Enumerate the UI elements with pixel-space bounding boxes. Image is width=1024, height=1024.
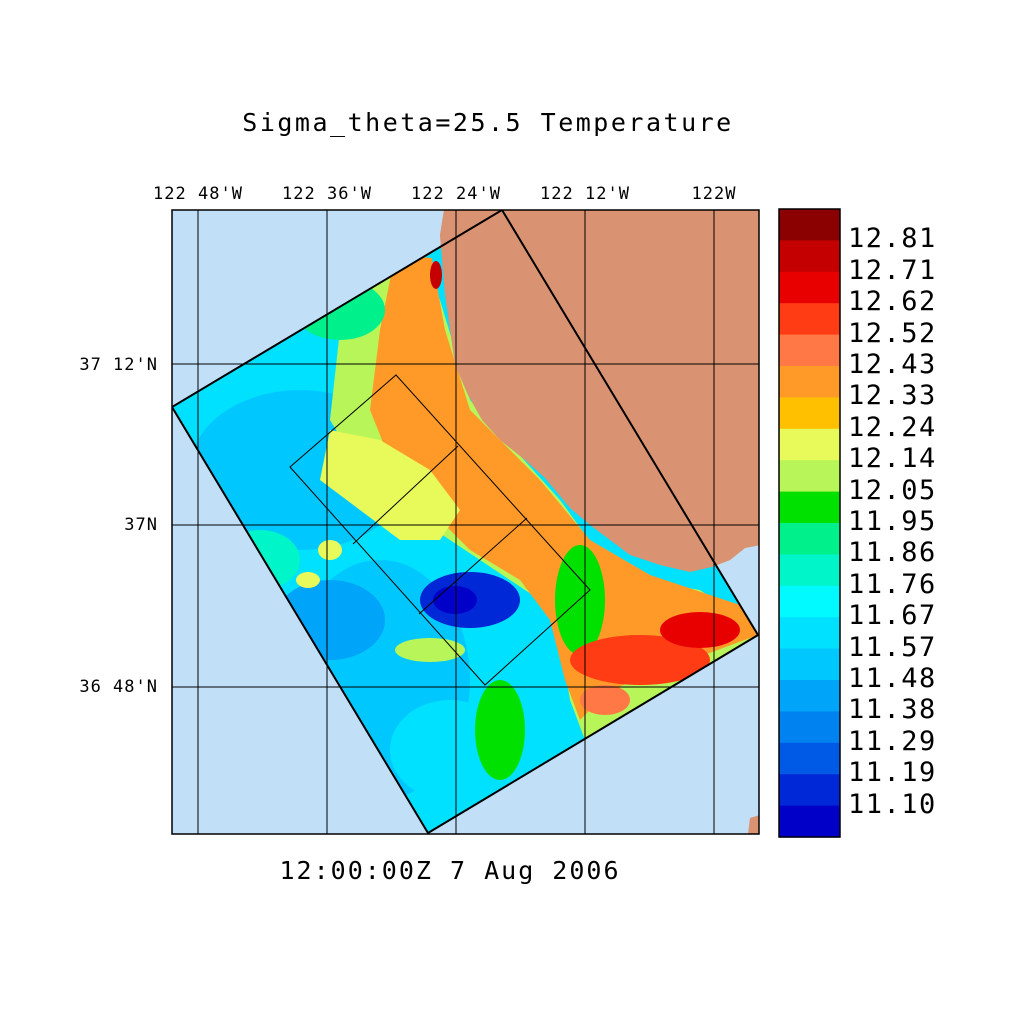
- inner-domain-outline: [289, 374, 591, 686]
- timestamp: 12:00:00Z 7 Aug 2006: [279, 856, 621, 885]
- colorbar-label: 11.10: [848, 788, 937, 820]
- colorbar-label: 12.71: [848, 254, 937, 286]
- longitude-label: 122 36'W: [282, 184, 372, 204]
- colorbar-swatch: [779, 617, 840, 650]
- colorbar-swatch: [779, 271, 840, 304]
- latitude-label: 36 48'N: [79, 677, 158, 697]
- colorbar-label: 12.14: [848, 443, 937, 475]
- colorbar-label: 11.48: [848, 663, 937, 694]
- colorbar-label: 12.52: [848, 317, 937, 349]
- colorbar-swatch: [779, 680, 840, 712]
- inner-domain-divider: [352, 445, 459, 545]
- colorbar-label: 11.19: [848, 757, 937, 789]
- colorbar-label: 12.33: [848, 380, 937, 412]
- plot-title: Sigma_theta=25.5 Temperature: [242, 108, 734, 137]
- colorbar-swatch: [779, 491, 840, 524]
- longitude-label: 122 48'W: [153, 184, 243, 204]
- colorbar-label: 11.57: [848, 631, 937, 663]
- colorbar-swatch: [779, 209, 840, 241]
- colorbar-swatch: [779, 711, 840, 744]
- colorbar-swatch: [779, 774, 840, 807]
- colorbar-swatch: [779, 460, 840, 493]
- longitude-label: 122 24'W: [411, 184, 501, 204]
- inner-domain-box: [289, 374, 591, 686]
- colorbar-label: 12.62: [848, 286, 937, 318]
- model-domain-outline: [172, 210, 759, 834]
- colorbar-label: 12.05: [848, 474, 937, 506]
- coastline: [440, 210, 759, 572]
- colorbar-label: 11.86: [848, 537, 937, 569]
- colorbar-swatch: [779, 554, 840, 587]
- inner-domain-divider: [418, 517, 528, 615]
- colorbar-swatch: [779, 303, 840, 336]
- colorbar-swatch: [779, 334, 840, 367]
- colorbar-swatch: [779, 805, 840, 838]
- land-mass: [748, 815, 759, 834]
- colorbar-label: 12.81: [848, 223, 937, 255]
- latitude-label: 37N: [124, 515, 158, 535]
- colorbar-label: 11.38: [848, 694, 937, 726]
- colorbar-label: 11.76: [848, 568, 937, 600]
- colorbar-swatch: [779, 585, 840, 618]
- colorbar-swatch: [779, 742, 840, 775]
- latitude-label: 37 12'N: [79, 355, 158, 375]
- colorbar-label: 11.95: [848, 506, 937, 537]
- colorbar-frame: [778, 208, 841, 838]
- colorbar-swatch: [779, 523, 840, 555]
- colorbar-swatch: [779, 240, 840, 273]
- colorbar-label: 12.24: [848, 411, 937, 443]
- colorbar: [778, 208, 841, 838]
- colorbar-label: 11.67: [848, 600, 937, 632]
- colorbar-swatch: [779, 428, 840, 461]
- longitude-label: 122W: [691, 184, 737, 204]
- colorbar-swatch: [779, 648, 840, 681]
- colorbar-label: 11.29: [848, 725, 937, 757]
- longitude-label: 122 12'W: [540, 184, 630, 204]
- map-frame: [171, 209, 760, 835]
- colorbar-swatch: [779, 397, 840, 430]
- colorbar-swatch: [779, 366, 840, 398]
- graticule: [172, 210, 759, 834]
- colorbar-label: 12.43: [848, 349, 937, 380]
